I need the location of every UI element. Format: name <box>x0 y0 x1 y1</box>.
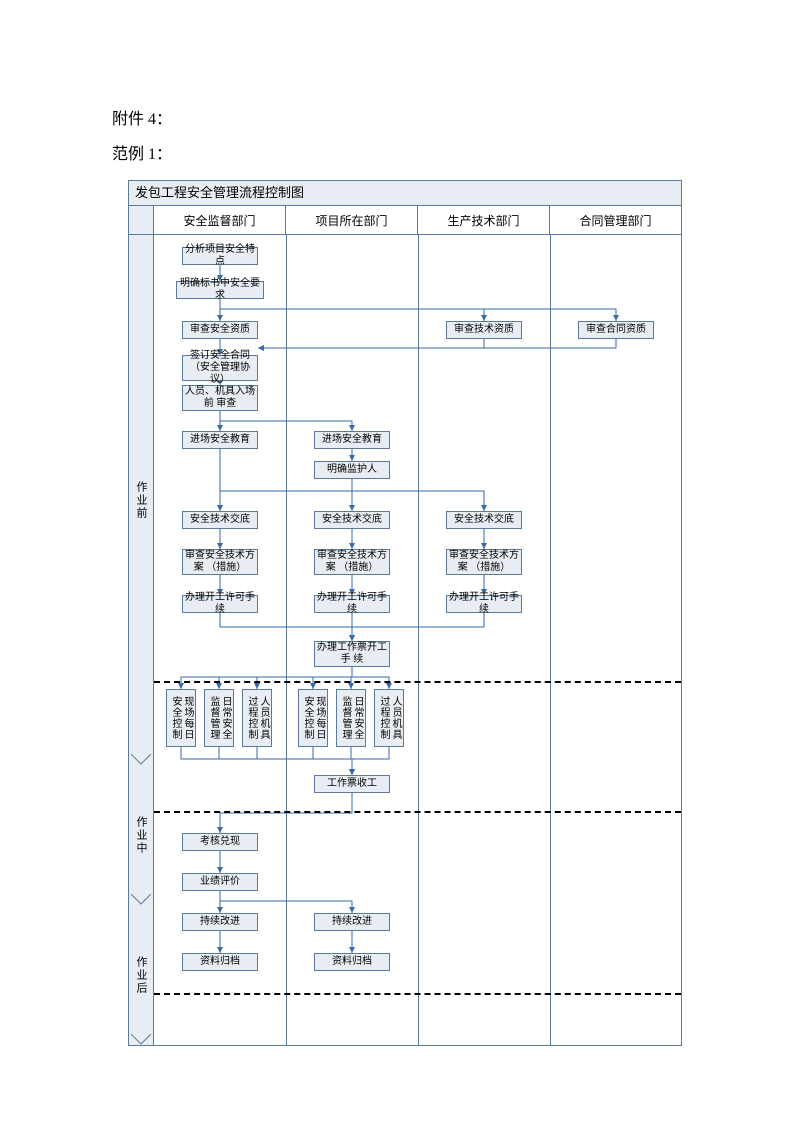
flow-node-n8: 审查安全技术方案 （措施） <box>182 549 258 575</box>
flowchart-container: 发包工程安全管理流程控制图 安全监督部门 项目所在部门 生产技术部门 合同管理部… <box>128 180 682 1046</box>
phase-2: 作业后 <box>129 905 153 1045</box>
lane-header-2: 生产技术部门 <box>418 206 550 234</box>
phase-column: 作业前作业中作业后 <box>129 235 154 1045</box>
flow-node-a1: 考核兑现 <box>182 833 258 851</box>
flow-node-p2: 明确监护人 <box>314 461 390 479</box>
flow-node-p5: 办理开工许可手续 <box>314 595 390 613</box>
flow-node-t3: 办理开工许可手续 <box>446 595 522 613</box>
phase-divider <box>154 681 681 683</box>
diagram-title: 发包工程安全管理流程控制图 <box>129 181 681 206</box>
flow-node-m2: 日常安全监督管理 <box>204 689 234 747</box>
flow-node-a2: 业绩评价 <box>182 873 258 891</box>
diagram-body: 作业前作业中作业后 分析项目安全特点明确标书中安全要求审查安全资质审查技术资质审… <box>129 235 681 1045</box>
flow-node-m4: 现场每日安全控制 <box>298 689 328 747</box>
flow-node-n3c: 审查合同资质 <box>578 321 654 339</box>
flow-node-pa3: 持续改进 <box>314 913 390 931</box>
lane-header-0: 安全监督部门 <box>154 206 286 234</box>
lane-header-row: 安全监督部门 项目所在部门 生产技术部门 合同管理部门 <box>129 206 681 235</box>
page-example-label: 范例 1： <box>112 140 172 164</box>
lane-header-3: 合同管理部门 <box>550 206 681 234</box>
lane-divider <box>286 235 287 1045</box>
flow-node-n3b: 审查技术资质 <box>446 321 522 339</box>
flow-node-m3: 人员机具过程控制 <box>242 689 272 747</box>
flow-node-n4: 签订安全合同 （安全管理协议） <box>182 355 258 381</box>
page-attachment-label: 附件 4： <box>112 105 172 129</box>
flow-node-p1: 进场安全教育 <box>314 431 390 449</box>
flow-node-p4: 审查安全技术方案 （措施） <box>314 549 390 575</box>
lanes-area: 分析项目安全特点明确标书中安全要求审查安全资质 审查技术资质 审查合同资质签订安全合… <box>154 235 681 1045</box>
flow-node-m5: 日常安全监督管理 <box>336 689 366 747</box>
flow-node-p3: 安全技术交底 <box>314 511 390 529</box>
flow-node-n2: 明确标书中安全要求 <box>176 281 264 299</box>
flow-node-n6: 进场安全教育 <box>182 431 258 449</box>
phase-label: 作业前 <box>133 481 149 520</box>
phase-0: 作业前 <box>129 235 153 765</box>
phase-divider <box>154 993 681 995</box>
lane-divider <box>550 235 551 1045</box>
phase-divider <box>154 811 681 813</box>
flow-node-t2: 审查安全技术方案 （措施） <box>446 549 522 575</box>
flow-node-m6: 人员机具过程控制 <box>374 689 404 747</box>
flow-node-n9: 办理开工许可手续 <box>182 595 258 613</box>
flow-node-n7: 安全技术交底 <box>182 511 258 529</box>
flow-node-t1: 安全技术交底 <box>446 511 522 529</box>
phase-1: 作业中 <box>129 765 153 905</box>
flow-node-n1: 分析项目安全特点 <box>182 247 258 265</box>
phase-column-header <box>129 206 154 234</box>
flow-node-m1: 现场每日安全控制 <box>166 689 196 747</box>
flow-node-n3: 审查安全资质 <box>182 321 258 339</box>
lane-header-1: 项目所在部门 <box>286 206 418 234</box>
phase-label: 作业中 <box>133 816 149 855</box>
flow-node-n5: 人员、机具入场前 审查 <box>182 385 258 411</box>
lane-divider <box>418 235 419 1045</box>
phase-label: 作业后 <box>133 956 149 995</box>
flow-node-a4: 资料归档 <box>182 953 258 971</box>
flow-node-pa4: 资料归档 <box>314 953 390 971</box>
flow-node-p7: 工作票收工 <box>314 775 390 793</box>
flow-node-a3: 持续改进 <box>182 913 258 931</box>
flow-node-p6: 办理工作票开工手 续 <box>314 641 390 667</box>
chevron-down-icon <box>131 1034 151 1046</box>
